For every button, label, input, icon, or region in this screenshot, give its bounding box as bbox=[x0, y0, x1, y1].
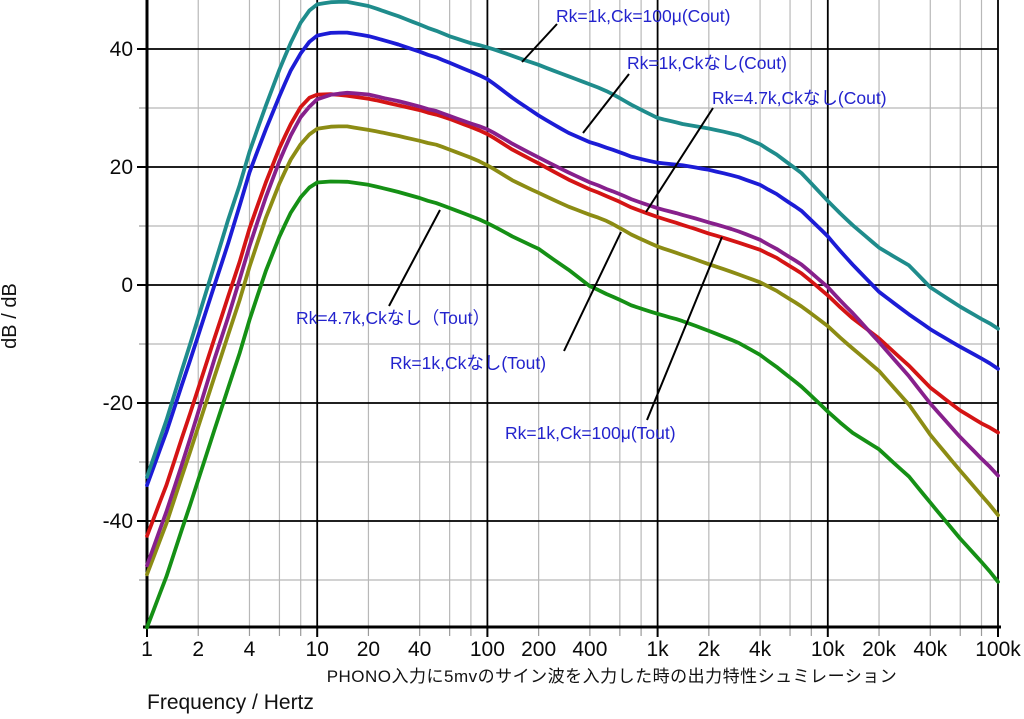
y-axis-title: dB / dB bbox=[0, 283, 21, 349]
x-tick-label: 40 bbox=[408, 638, 431, 661]
y-tick-label: 0 bbox=[121, 274, 133, 297]
y-tick-label: 40 bbox=[110, 38, 133, 61]
x-tick-label: 100k bbox=[975, 638, 1021, 661]
x-tick-label: 100 bbox=[470, 638, 505, 661]
y-tick-label: 20 bbox=[110, 156, 133, 179]
x-tick-label: 4 bbox=[244, 638, 256, 661]
chart-caption: PHONO入力に5mvのサイン波を入力した時の出力特性シュミレーション bbox=[326, 667, 898, 686]
y-tick-label: -20 bbox=[103, 392, 133, 415]
x-tick-label: 40k bbox=[913, 638, 947, 661]
x-tick-label: 2k bbox=[698, 638, 721, 661]
x-tick-label: 200 bbox=[521, 638, 556, 661]
x-tick-label: 400 bbox=[572, 638, 607, 661]
y-tick-label: -40 bbox=[103, 510, 133, 533]
curve-label-tout-1k-100u: Rk=1k,Ck=100μ(Tout) bbox=[505, 423, 676, 443]
callout-line-tout-4k7-nashi bbox=[388, 209, 441, 307]
x-tick-label: 4k bbox=[749, 638, 772, 661]
x-tick-label: 20k bbox=[862, 638, 896, 661]
curve-label-tout-1k-nashi: Rk=1k,Ckなし(Tout) bbox=[390, 353, 546, 373]
callout-line-cout-1k-100u bbox=[521, 23, 558, 63]
x-axis-title: Frequency / Hertz bbox=[147, 691, 314, 714]
curve-cout-1k-100u bbox=[145, 0, 1000, 479]
curve-tout-1k-100u bbox=[145, 92, 1000, 538]
x-tick-label: 10k bbox=[811, 638, 845, 661]
curve-cout-1k-nashi bbox=[145, 30, 1000, 488]
callout-line-cout-4k7-nashi bbox=[645, 107, 714, 213]
callout-line-tout-1k-nashi bbox=[563, 231, 622, 352]
x-tick-label: 10 bbox=[306, 638, 329, 661]
x-tick-label: 1 bbox=[141, 638, 153, 661]
curve-tout-4k7-nashi bbox=[145, 179, 1000, 630]
curve-cout-4k7-nashi bbox=[145, 90, 1000, 568]
curve-label-tout-4k7-nashi: Rk=4.7k,Ckなし（Tout） bbox=[296, 308, 490, 328]
curve-tout-1k-nashi bbox=[145, 124, 1000, 577]
curve-label-cout-4k7-nashi: Rk=4.7k,Ckなし(Cout) bbox=[712, 88, 887, 108]
x-tick-label: 20 bbox=[357, 638, 380, 661]
x-tick-label: 1k bbox=[647, 638, 670, 661]
callout-line-tout-1k-100u bbox=[646, 236, 723, 421]
x-tick-label: 2 bbox=[192, 638, 204, 661]
curve-label-cout-1k-100u: Rk=1k,Ck=100μ(Cout) bbox=[556, 6, 730, 26]
curve-label-cout-1k-nashi: Rk=1k,Ckなし(Cout) bbox=[627, 53, 787, 73]
callout-line-cout-1k-nashi bbox=[582, 73, 630, 134]
